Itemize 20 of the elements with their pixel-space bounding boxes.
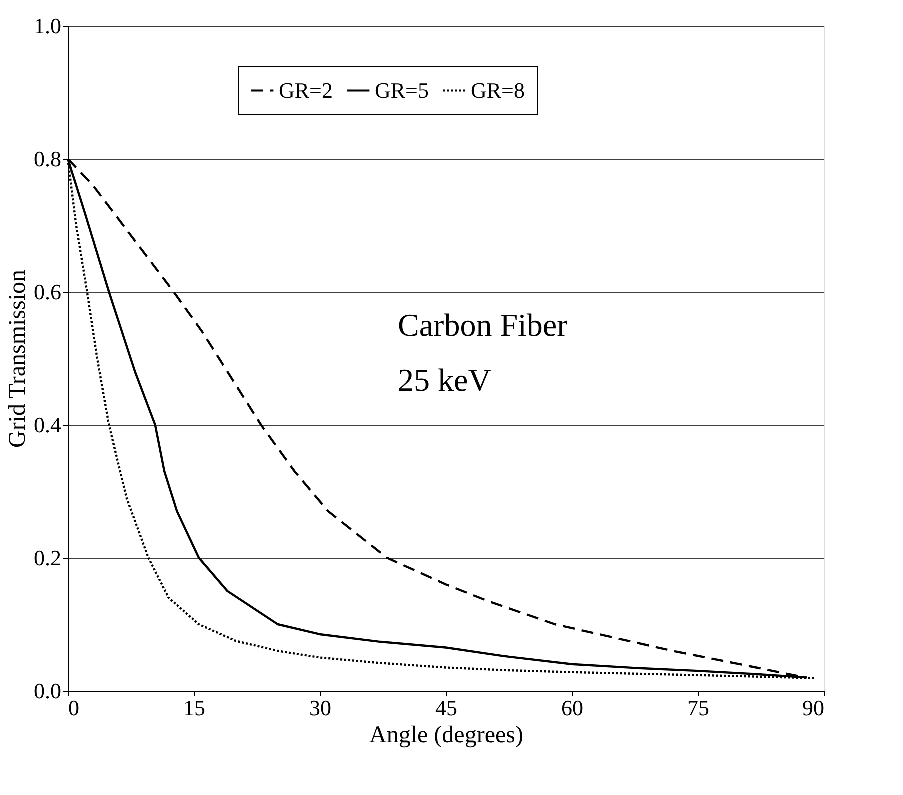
- y-tick-label: 0.8: [34, 146, 62, 172]
- y-tick-label: 1.0: [34, 14, 62, 38]
- y-tick-label: 0.6: [34, 280, 62, 304]
- legend-label: GR=5: [375, 78, 429, 103]
- y-axis-title: Grid Transmission: [5, 270, 31, 448]
- x-tick-label: 45: [436, 696, 458, 720]
- x-tick-label: 75: [688, 696, 710, 720]
- x-tick-label: 60: [562, 696, 584, 720]
- annotation: 25 keV: [398, 362, 492, 398]
- x-tick-label: 0: [68, 696, 80, 720]
- x-tick-label: 90: [802, 696, 824, 720]
- legend-label: GR=2: [279, 78, 333, 103]
- x-tick-label: 15: [184, 696, 206, 720]
- y-tick-label: 0.2: [34, 546, 62, 570]
- x-axis-title: Angle (degrees): [370, 722, 524, 748]
- annotation: Carbon Fiber: [398, 307, 568, 343]
- y-tick-label: 0.0: [34, 678, 62, 704]
- x-tick-label: 30: [310, 696, 332, 720]
- legend-label: GR=8: [471, 78, 525, 103]
- y-tick-label: 0.4: [34, 412, 62, 438]
